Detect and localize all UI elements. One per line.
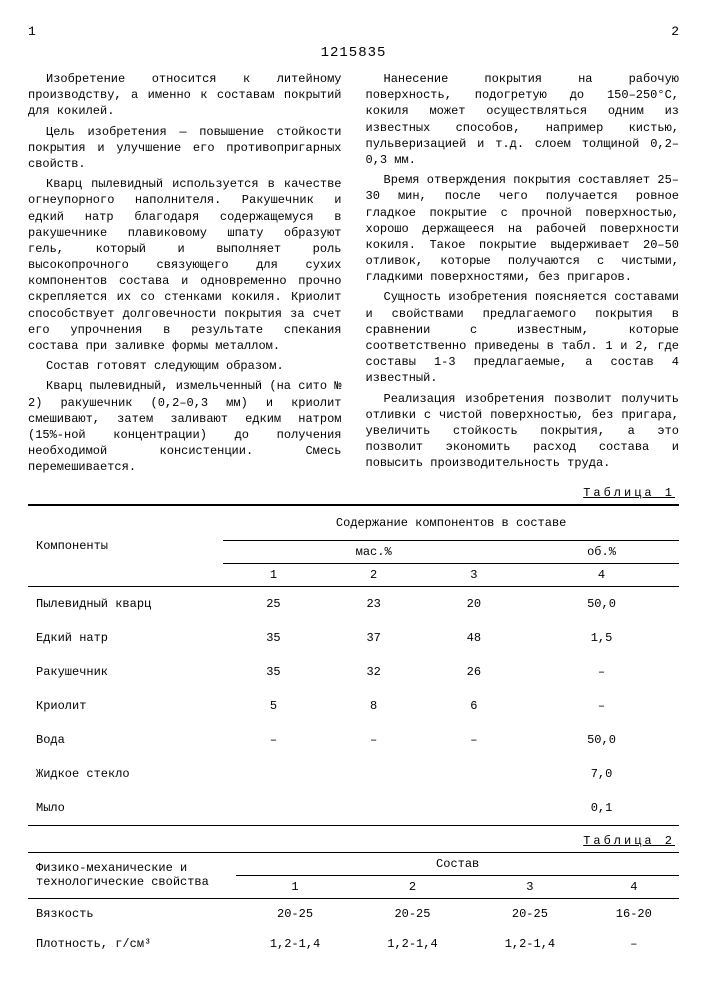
t1-row-header: Компоненты — [28, 505, 223, 587]
cell — [424, 757, 524, 791]
patent-number: 1215835 — [28, 45, 679, 61]
cell: 50,0 — [524, 723, 679, 757]
cell: 37 — [324, 621, 424, 655]
t1-colnum: 2 — [324, 563, 424, 586]
cell: 5 — [223, 689, 323, 723]
table2-label: Таблица 2 — [28, 834, 675, 848]
row-label: Ракушечник — [28, 655, 223, 689]
cell: 0,1 — [524, 791, 679, 826]
cell: 50,0 — [524, 586, 679, 621]
cell: 26 — [424, 655, 524, 689]
row-label: Вязкость — [28, 898, 236, 929]
table-row: Вязкость20-2520-2520-2516-20 — [28, 898, 679, 929]
t1-sub-1: мас.% — [223, 540, 524, 563]
cell: 1,2-1,4 — [354, 929, 471, 959]
cell: 20 — [424, 586, 524, 621]
table-row: Пылевидный кварц25232050,0 — [28, 586, 679, 621]
table-row: Вода–––50,0 — [28, 723, 679, 757]
body-paragraph: Состав готовят следующим образом. — [28, 358, 342, 374]
cell: – — [223, 723, 323, 757]
table-row: Ракушечник353226– — [28, 655, 679, 689]
t2-colnum: 3 — [471, 875, 588, 898]
table-1: Компоненты Содержание компонентов в сост… — [28, 504, 679, 826]
body-paragraph: Кварц пылевидный, измельченный (на сито … — [28, 378, 342, 475]
row-label: Плотность, г/см³ — [28, 929, 236, 959]
t1-colnum: 1 — [223, 563, 323, 586]
table1-label: Таблица 1 — [28, 486, 675, 500]
cell: 1,2-1,4 — [236, 929, 353, 959]
t2-row-header: Физико-механические и технологические св… — [28, 852, 236, 898]
body-paragraph: Реализация изобретения позволит получить… — [366, 391, 680, 472]
t1-group-header: Содержание компонентов в составе — [223, 505, 679, 541]
row-label: Криолит — [28, 689, 223, 723]
row-label: Едкий натр — [28, 621, 223, 655]
body-text: Изобретение относится к литейному произв… — [28, 71, 679, 478]
body-paragraph: Цель изобретения — повышение стойкости п… — [28, 124, 342, 173]
body-paragraph: Время отверждения покрытия составляет 25… — [366, 172, 680, 285]
cell: 20-25 — [471, 898, 588, 929]
t1-colnum: 3 — [424, 563, 524, 586]
cell: 20-25 — [236, 898, 353, 929]
t1-sub-2: об.% — [524, 540, 679, 563]
body-paragraph: Кварц пылевидный используется в качестве… — [28, 176, 342, 354]
cell — [223, 757, 323, 791]
cell: 48 — [424, 621, 524, 655]
cell: – — [589, 929, 679, 959]
cell: 6 — [424, 689, 524, 723]
cell: 23 — [324, 586, 424, 621]
row-label: Пылевидный кварц — [28, 586, 223, 621]
table-row: Жидкое стекло 7,0 — [28, 757, 679, 791]
body-paragraph: Сущность изобретения поясняется составам… — [366, 289, 680, 386]
row-label: Жидкое стекло — [28, 757, 223, 791]
page-num-right: 2 — [671, 24, 679, 39]
cell — [223, 791, 323, 826]
t2-colnum: 4 — [589, 875, 679, 898]
table-row: Едкий натр3537481,5 — [28, 621, 679, 655]
page-numbers: 1 2 — [28, 24, 679, 39]
table-row: Плотность, г/см³1,2-1,41,2-1,41,2-1,4– — [28, 929, 679, 959]
cell: – — [324, 723, 424, 757]
cell: 16-20 — [589, 898, 679, 929]
table-row: Криолит586– — [28, 689, 679, 723]
cell: 1,2-1,4 — [471, 929, 588, 959]
table-row: Мыло 0,1 — [28, 791, 679, 826]
cell: – — [424, 723, 524, 757]
t1-colnum: 4 — [524, 563, 679, 586]
cell: 32 — [324, 655, 424, 689]
row-label: Вода — [28, 723, 223, 757]
cell: 7,0 — [524, 757, 679, 791]
cell: 20-25 — [354, 898, 471, 929]
cell — [324, 791, 424, 826]
cell: 25 — [223, 586, 323, 621]
cell: 8 — [324, 689, 424, 723]
cell: – — [524, 655, 679, 689]
table-2: Физико-механические и технологические св… — [28, 852, 679, 959]
page-num-left: 1 — [28, 24, 36, 39]
row-label: Мыло — [28, 791, 223, 826]
body-paragraph: Изобретение относится к литейному произв… — [28, 71, 342, 120]
t2-colnum: 1 — [236, 875, 353, 898]
cell: 35 — [223, 621, 323, 655]
cell: 1,5 — [524, 621, 679, 655]
cell — [324, 757, 424, 791]
cell: – — [524, 689, 679, 723]
t2-colnum: 2 — [354, 875, 471, 898]
body-paragraph: Нанесение покрытия на рабочую поверхност… — [366, 71, 680, 168]
cell — [424, 791, 524, 826]
cell: 35 — [223, 655, 323, 689]
t2-group-header: Состав — [236, 852, 679, 875]
